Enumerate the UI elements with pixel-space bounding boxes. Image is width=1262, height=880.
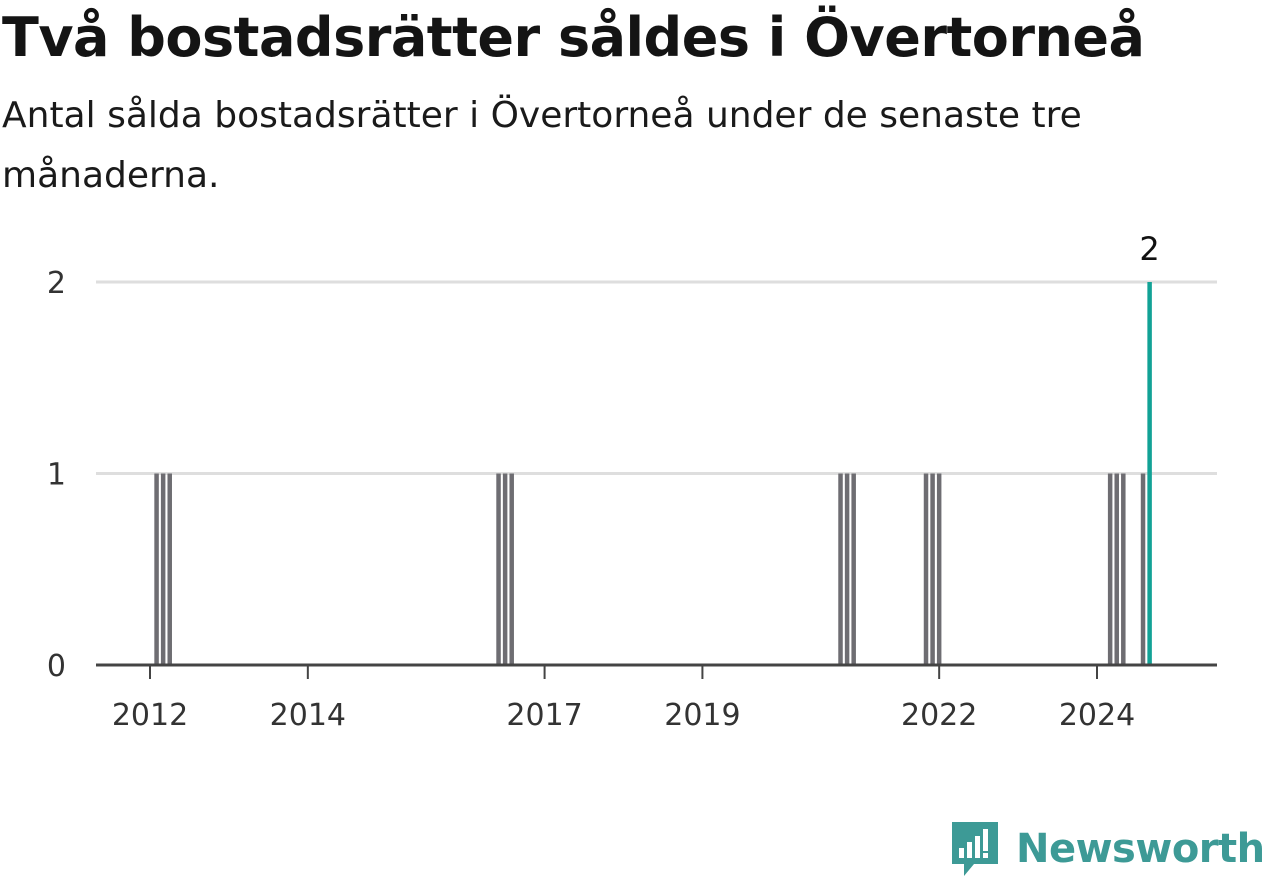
labels: 0 1 2 2 2012 2014 2017 2019 2022 2024 xyxy=(47,230,1160,733)
x-tick-label-2024: 2024 xyxy=(1059,698,1135,733)
bar xyxy=(496,473,501,665)
bar xyxy=(1121,473,1126,665)
data-label: 2 xyxy=(1139,230,1159,268)
chart-title: Två bostadsrätter såldes i Övertorneå xyxy=(2,6,1145,69)
bar xyxy=(1107,473,1113,665)
y-tick-label-2: 2 xyxy=(47,266,66,301)
bar-chart: 0 1 2 2 2012 2014 2017 2019 2022 2024 xyxy=(47,230,1217,733)
bar xyxy=(930,473,935,665)
x-tick-label-2017: 2017 xyxy=(506,698,582,733)
bar xyxy=(502,473,508,665)
bar xyxy=(509,473,514,665)
bar xyxy=(851,473,856,665)
bar xyxy=(1114,473,1119,665)
bar xyxy=(936,473,942,665)
bar xyxy=(167,473,172,665)
bar-highlight xyxy=(1147,282,1152,665)
bar xyxy=(838,473,843,665)
bar xyxy=(923,473,929,665)
y-tick-label-0: 0 xyxy=(47,649,66,684)
chart-subtitle: Antal sålda bostadsrätter i Övertorneå u… xyxy=(2,95,1082,196)
bar xyxy=(844,473,850,665)
bar xyxy=(160,473,166,665)
axes xyxy=(96,663,1217,679)
x-tick-label-2022: 2022 xyxy=(901,698,977,733)
y-tick-label-1: 1 xyxy=(47,458,66,493)
gridlines xyxy=(96,280,1217,475)
brand-name: Newsworthy xyxy=(1016,826,1262,872)
bars xyxy=(154,282,1152,665)
x-tick-label-2012: 2012 xyxy=(112,698,188,733)
bar xyxy=(1140,473,1146,665)
bar xyxy=(154,473,159,665)
x-tick-label-2019: 2019 xyxy=(664,698,740,733)
x-tick-label-2014: 2014 xyxy=(270,698,346,733)
newsworthy-logo-icon xyxy=(952,822,998,876)
newsworthy-logo: Newsworthy xyxy=(950,818,1262,880)
